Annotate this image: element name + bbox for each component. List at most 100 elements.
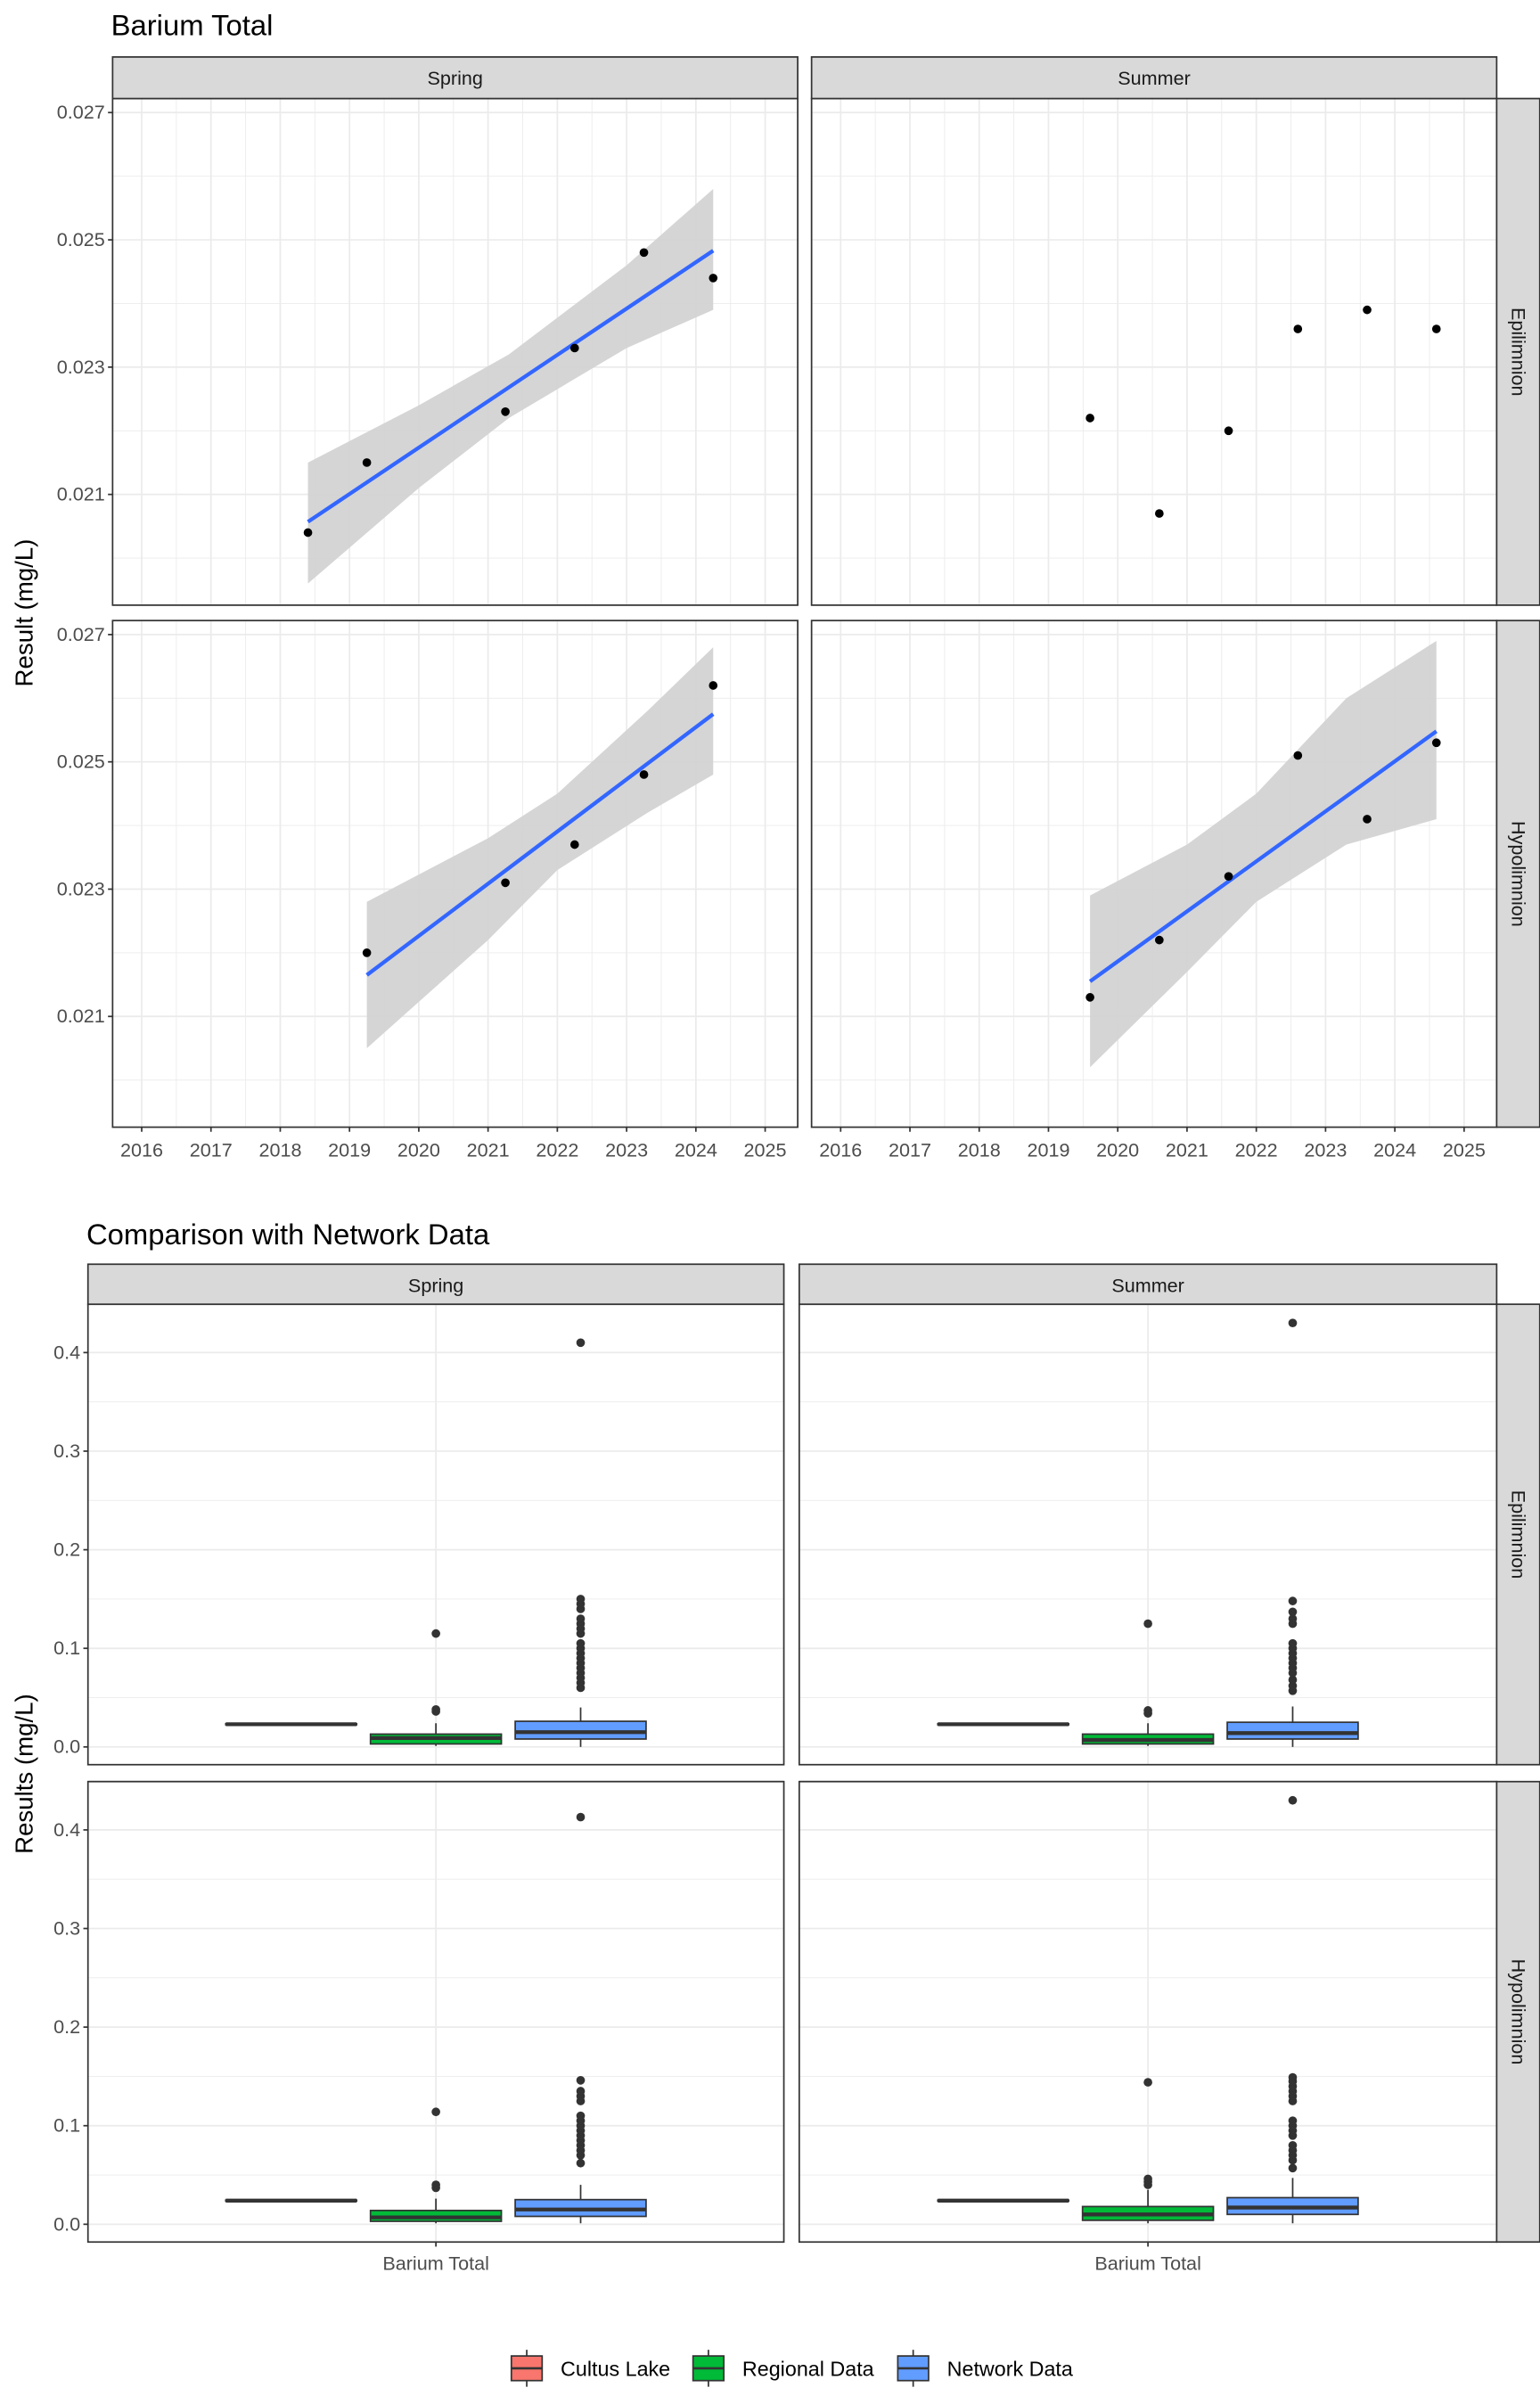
box-network-data xyxy=(514,1338,647,1747)
panel-summer-epilimnion: Summer Epilimnion xyxy=(810,56,1540,606)
x-tick-label: 2024 xyxy=(675,1138,717,1161)
outlier-point xyxy=(1288,1681,1298,1691)
data-point xyxy=(639,770,649,779)
outlier-point xyxy=(576,2087,586,2096)
x-tick-label: 2025 xyxy=(1443,1138,1486,1161)
outlier-point xyxy=(431,2180,440,2189)
data-point xyxy=(362,458,372,467)
outlier-point xyxy=(576,2076,586,2085)
outlier-point xyxy=(576,1812,586,1822)
legend-item-network-data: Network Data xyxy=(897,2350,1073,2387)
box-cultus-lake xyxy=(225,1722,358,1727)
y-tick-label: 0.3 xyxy=(53,1440,80,1462)
outlier-point xyxy=(576,1614,586,1623)
outlier-point xyxy=(576,1595,586,1604)
x-tick-label: 2019 xyxy=(328,1138,371,1161)
data-point xyxy=(501,878,510,888)
data-point xyxy=(1431,324,1441,333)
outlier-point xyxy=(1288,1607,1298,1617)
data-point xyxy=(1293,751,1303,760)
x-tick-label: 2021 xyxy=(1166,1138,1208,1161)
trend-line xyxy=(307,249,715,524)
confidence-ribbon xyxy=(366,647,714,1048)
data-point xyxy=(1363,815,1372,824)
legend-item-cultus-lake: Cultus Lake xyxy=(510,2350,670,2387)
box-network-data xyxy=(1226,1318,1359,1747)
x-tick-label: 2018 xyxy=(258,1138,301,1161)
panel-summer-epilimnion: Summer Epilimnion xyxy=(798,1263,1540,1766)
x-tick-label: 2023 xyxy=(1304,1138,1347,1161)
outlier-point xyxy=(1288,2141,1298,2150)
box-network-data xyxy=(1226,1795,1359,2224)
strip-summer xyxy=(798,1263,1498,1306)
strip-label: Hypolimnion xyxy=(1508,821,1530,927)
y-tick-label: 0.0 xyxy=(53,1735,80,1758)
x-tick-label: 2020 xyxy=(1096,1138,1139,1161)
data-point xyxy=(709,274,718,283)
box-regional-data xyxy=(369,1629,503,1746)
x-tick-label: 2017 xyxy=(889,1138,931,1161)
outlier-point xyxy=(1288,1596,1298,1605)
box-body xyxy=(514,1720,647,1740)
data-point xyxy=(1155,509,1164,518)
trend-chart-title: Barium Total xyxy=(111,9,274,42)
x-tick-label: Barium Total xyxy=(1094,2252,1201,2274)
outlier-point xyxy=(1143,2174,1152,2184)
box-y-axis-title: Results (mg/L) xyxy=(11,1694,38,1854)
legend-label: Cultus Lake xyxy=(561,2358,670,2381)
x-tick-label: 2016 xyxy=(819,1138,862,1161)
data-point xyxy=(1293,324,1303,333)
data-point xyxy=(1224,872,1233,882)
legend-label: Regional Data xyxy=(742,2358,874,2381)
data-point xyxy=(709,681,718,690)
strip-label: Hypolimnion xyxy=(1508,1959,1530,2065)
outlier-point xyxy=(1143,1619,1152,1629)
outlier-point xyxy=(1288,1795,1298,1805)
x-tick-label: 2017 xyxy=(190,1138,233,1161)
x-tick-label: 2016 xyxy=(120,1138,163,1161)
data-point xyxy=(569,343,579,353)
panel-background xyxy=(811,98,1497,605)
outlier-point xyxy=(1143,1706,1152,1715)
panel-spring-epilimnion: Spring 0.0 0.1 0.2 0.3 0.4 xyxy=(53,1263,785,1766)
x-tick-label: 2022 xyxy=(1235,1138,1278,1161)
x-tick-label: 2018 xyxy=(958,1138,1001,1161)
strip-spring xyxy=(86,1263,785,1306)
box-network-data xyxy=(514,1812,647,2224)
box-cultus-lake xyxy=(937,2198,1069,2203)
x-tick-label: 2021 xyxy=(467,1138,510,1161)
trend-line xyxy=(1088,729,1438,983)
outlier-point xyxy=(576,1338,586,1348)
strip-label: Epilimnion xyxy=(1508,308,1530,397)
x-tick-label: 2019 xyxy=(1027,1138,1069,1161)
trend-chart: Spring 0.021 0.023 0.025 0.027 Summer Epilimni… xyxy=(57,56,1540,1161)
outlier-point xyxy=(1143,2078,1152,2087)
panel-summer-hypolimnion: Hypolimnion Barium Total xyxy=(798,1780,1540,2274)
panel-spring-epilimnion: Spring 0.021 0.023 0.025 0.027 xyxy=(57,56,799,606)
box-cultus-lake xyxy=(937,1722,1069,1727)
data-point xyxy=(1085,993,1094,1002)
strip-label: Summer xyxy=(1111,1274,1184,1296)
data-point xyxy=(1431,738,1441,748)
box-regional-data xyxy=(1081,2078,1215,2224)
box-cultus-lake xyxy=(225,2198,358,2203)
legend: Cultus Lake Regional Data Network Data xyxy=(510,2350,1073,2387)
box-regional-data xyxy=(1081,1619,1215,1746)
y-tick-label: 0.025 xyxy=(57,751,105,773)
y-tick-label: 0.2 xyxy=(53,1539,80,1561)
x-tick-label: Barium Total xyxy=(382,2252,489,2274)
y-tick-label: 0.027 xyxy=(57,623,105,645)
strip-label: Epilimnion xyxy=(1508,1490,1530,1580)
panel-summer-hypolimnion: Hypolimnion 2016 2017 2018 2019 2020 2021 2022 2… xyxy=(810,620,1540,1161)
strip-label: Summer xyxy=(1118,67,1191,89)
strip-epilimnion xyxy=(1495,1303,1540,1766)
y-tick-label: 0.1 xyxy=(53,2114,80,2137)
box-chart-title: Comparison with Network Data xyxy=(86,1218,490,1251)
outlier-point xyxy=(431,1629,440,1638)
y-tick-label: 0.0 xyxy=(53,2212,80,2235)
strip-label: Spring xyxy=(408,1274,463,1296)
panel-border xyxy=(111,620,799,1128)
strip-spring xyxy=(111,56,799,100)
outlier-point xyxy=(1288,2116,1298,2126)
